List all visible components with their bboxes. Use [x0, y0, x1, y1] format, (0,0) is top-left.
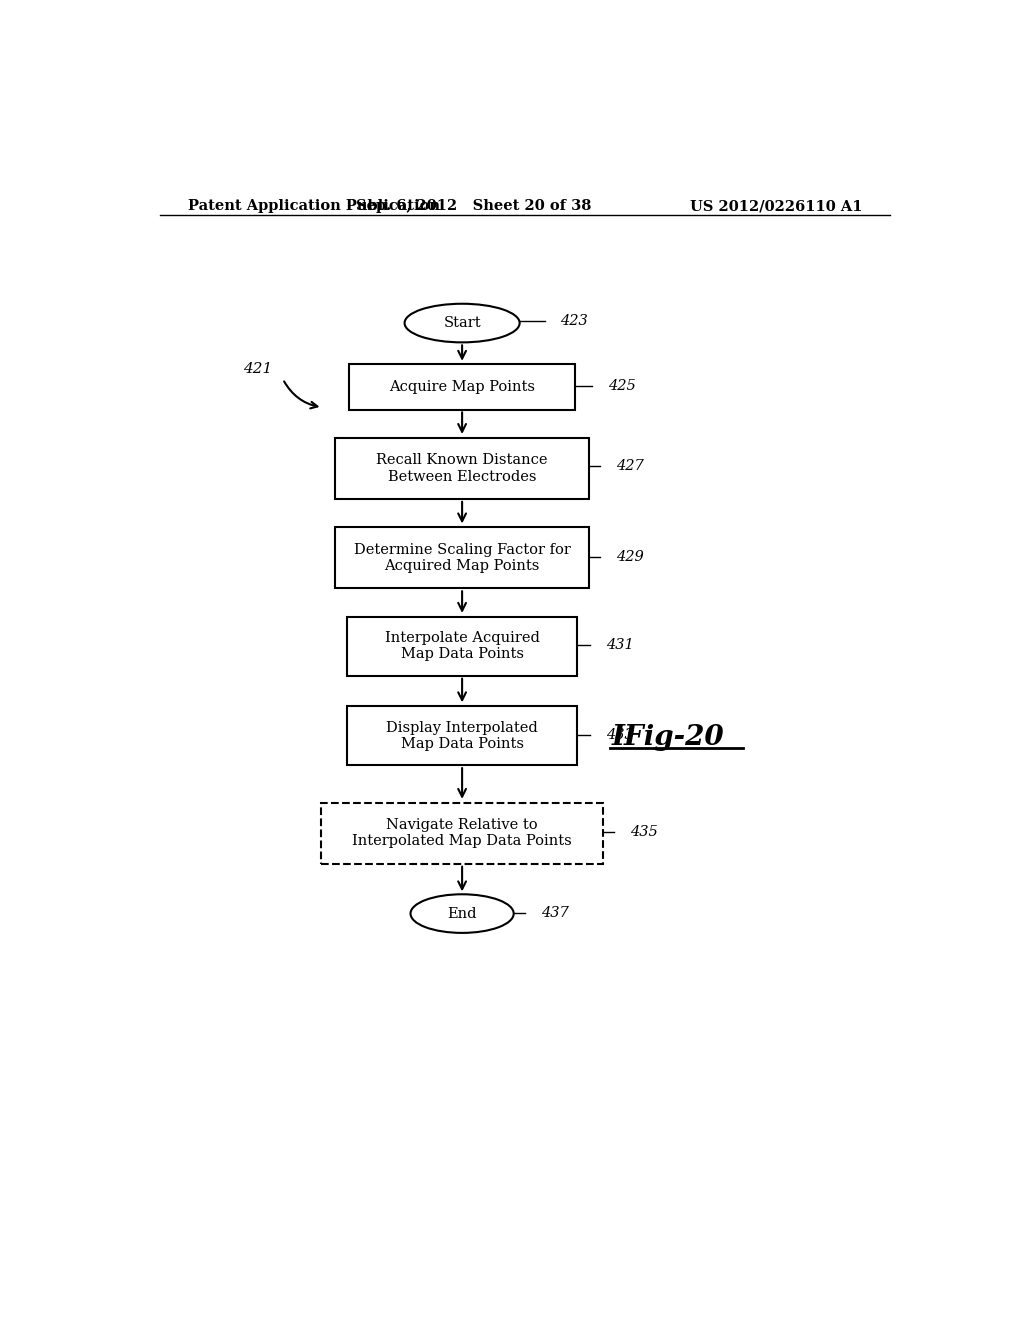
Text: 429: 429	[616, 550, 644, 564]
Text: Recall Known Distance
Between Electrodes: Recall Known Distance Between Electrodes	[377, 453, 548, 483]
Ellipse shape	[411, 894, 514, 933]
Text: Sep. 6, 2012   Sheet 20 of 38: Sep. 6, 2012 Sheet 20 of 38	[355, 199, 591, 213]
Ellipse shape	[404, 304, 519, 342]
Text: Determine Scaling Factor for
Acquired Map Points: Determine Scaling Factor for Acquired Ma…	[353, 543, 570, 573]
Text: 431: 431	[606, 639, 634, 652]
Text: End: End	[447, 907, 477, 920]
Text: Interpolate Acquired
Map Data Points: Interpolate Acquired Map Data Points	[385, 631, 540, 661]
Text: Start: Start	[443, 315, 481, 330]
FancyBboxPatch shape	[349, 364, 575, 411]
Text: Navigate Relative to
Interpolated Map Data Points: Navigate Relative to Interpolated Map Da…	[352, 818, 572, 849]
Text: Display Interpolated
Map Data Points: Display Interpolated Map Data Points	[386, 721, 538, 751]
Text: 423: 423	[560, 314, 588, 329]
FancyBboxPatch shape	[322, 803, 603, 863]
Text: IFig-20: IFig-20	[612, 725, 725, 751]
Text: 421: 421	[243, 362, 272, 376]
Text: Acquire Map Points: Acquire Map Points	[389, 380, 536, 395]
Text: 433: 433	[606, 727, 634, 742]
Text: 435: 435	[630, 825, 657, 840]
Text: US 2012/0226110 A1: US 2012/0226110 A1	[689, 199, 862, 213]
FancyBboxPatch shape	[347, 706, 578, 766]
Text: Patent Application Publication: Patent Application Publication	[187, 199, 439, 213]
FancyBboxPatch shape	[335, 438, 589, 499]
FancyBboxPatch shape	[335, 528, 589, 589]
Text: 437: 437	[541, 906, 568, 920]
FancyBboxPatch shape	[347, 616, 578, 676]
Text: 425: 425	[608, 379, 636, 393]
Text: 427: 427	[616, 459, 644, 474]
